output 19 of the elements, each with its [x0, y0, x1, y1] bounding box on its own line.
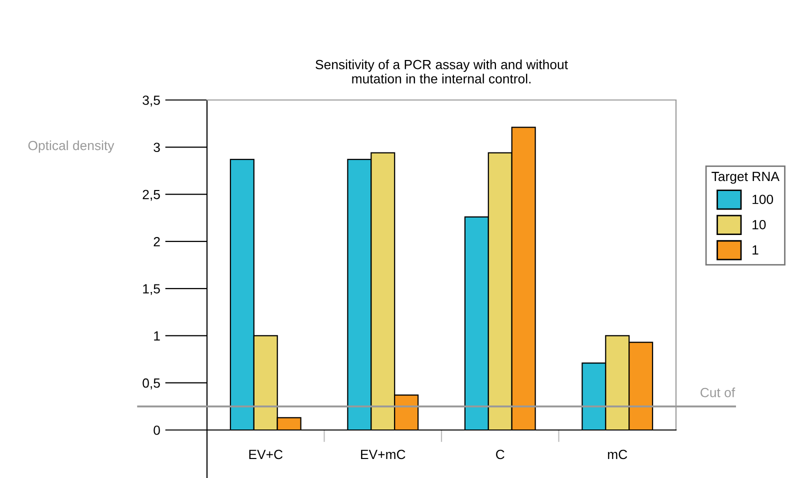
y-axis-title: Optical density	[28, 140, 114, 153]
y-tick-label: 3,5	[142, 96, 160, 106]
x-tick-label: C	[496, 450, 504, 460]
x-tick-label: EV+C	[249, 450, 283, 460]
y-tick-label: 0,5	[142, 378, 160, 390]
x-tick-label: EV+mC	[361, 450, 406, 460]
legend-label: 1	[752, 245, 758, 254]
x-tick-label: mC	[608, 450, 628, 460]
y-tick-label: 0	[154, 426, 160, 435]
legend-label: 10	[752, 220, 766, 230]
y-tick-label: 3	[154, 142, 160, 152]
chart-title: Sensitivity of a PCR assay with and without mutation in the internal control.	[316, 60, 568, 84]
y-tick-label: 1	[154, 331, 160, 340]
legend-title: Target RNA	[712, 172, 780, 184]
y-tick-label: 1,5	[143, 284, 160, 296]
y-tick-label: 2	[154, 236, 160, 246]
y-tick-label: 2,5	[142, 190, 160, 201]
legend-label: 100	[752, 194, 774, 204]
ref-line-label: Cut of	[700, 388, 736, 398]
